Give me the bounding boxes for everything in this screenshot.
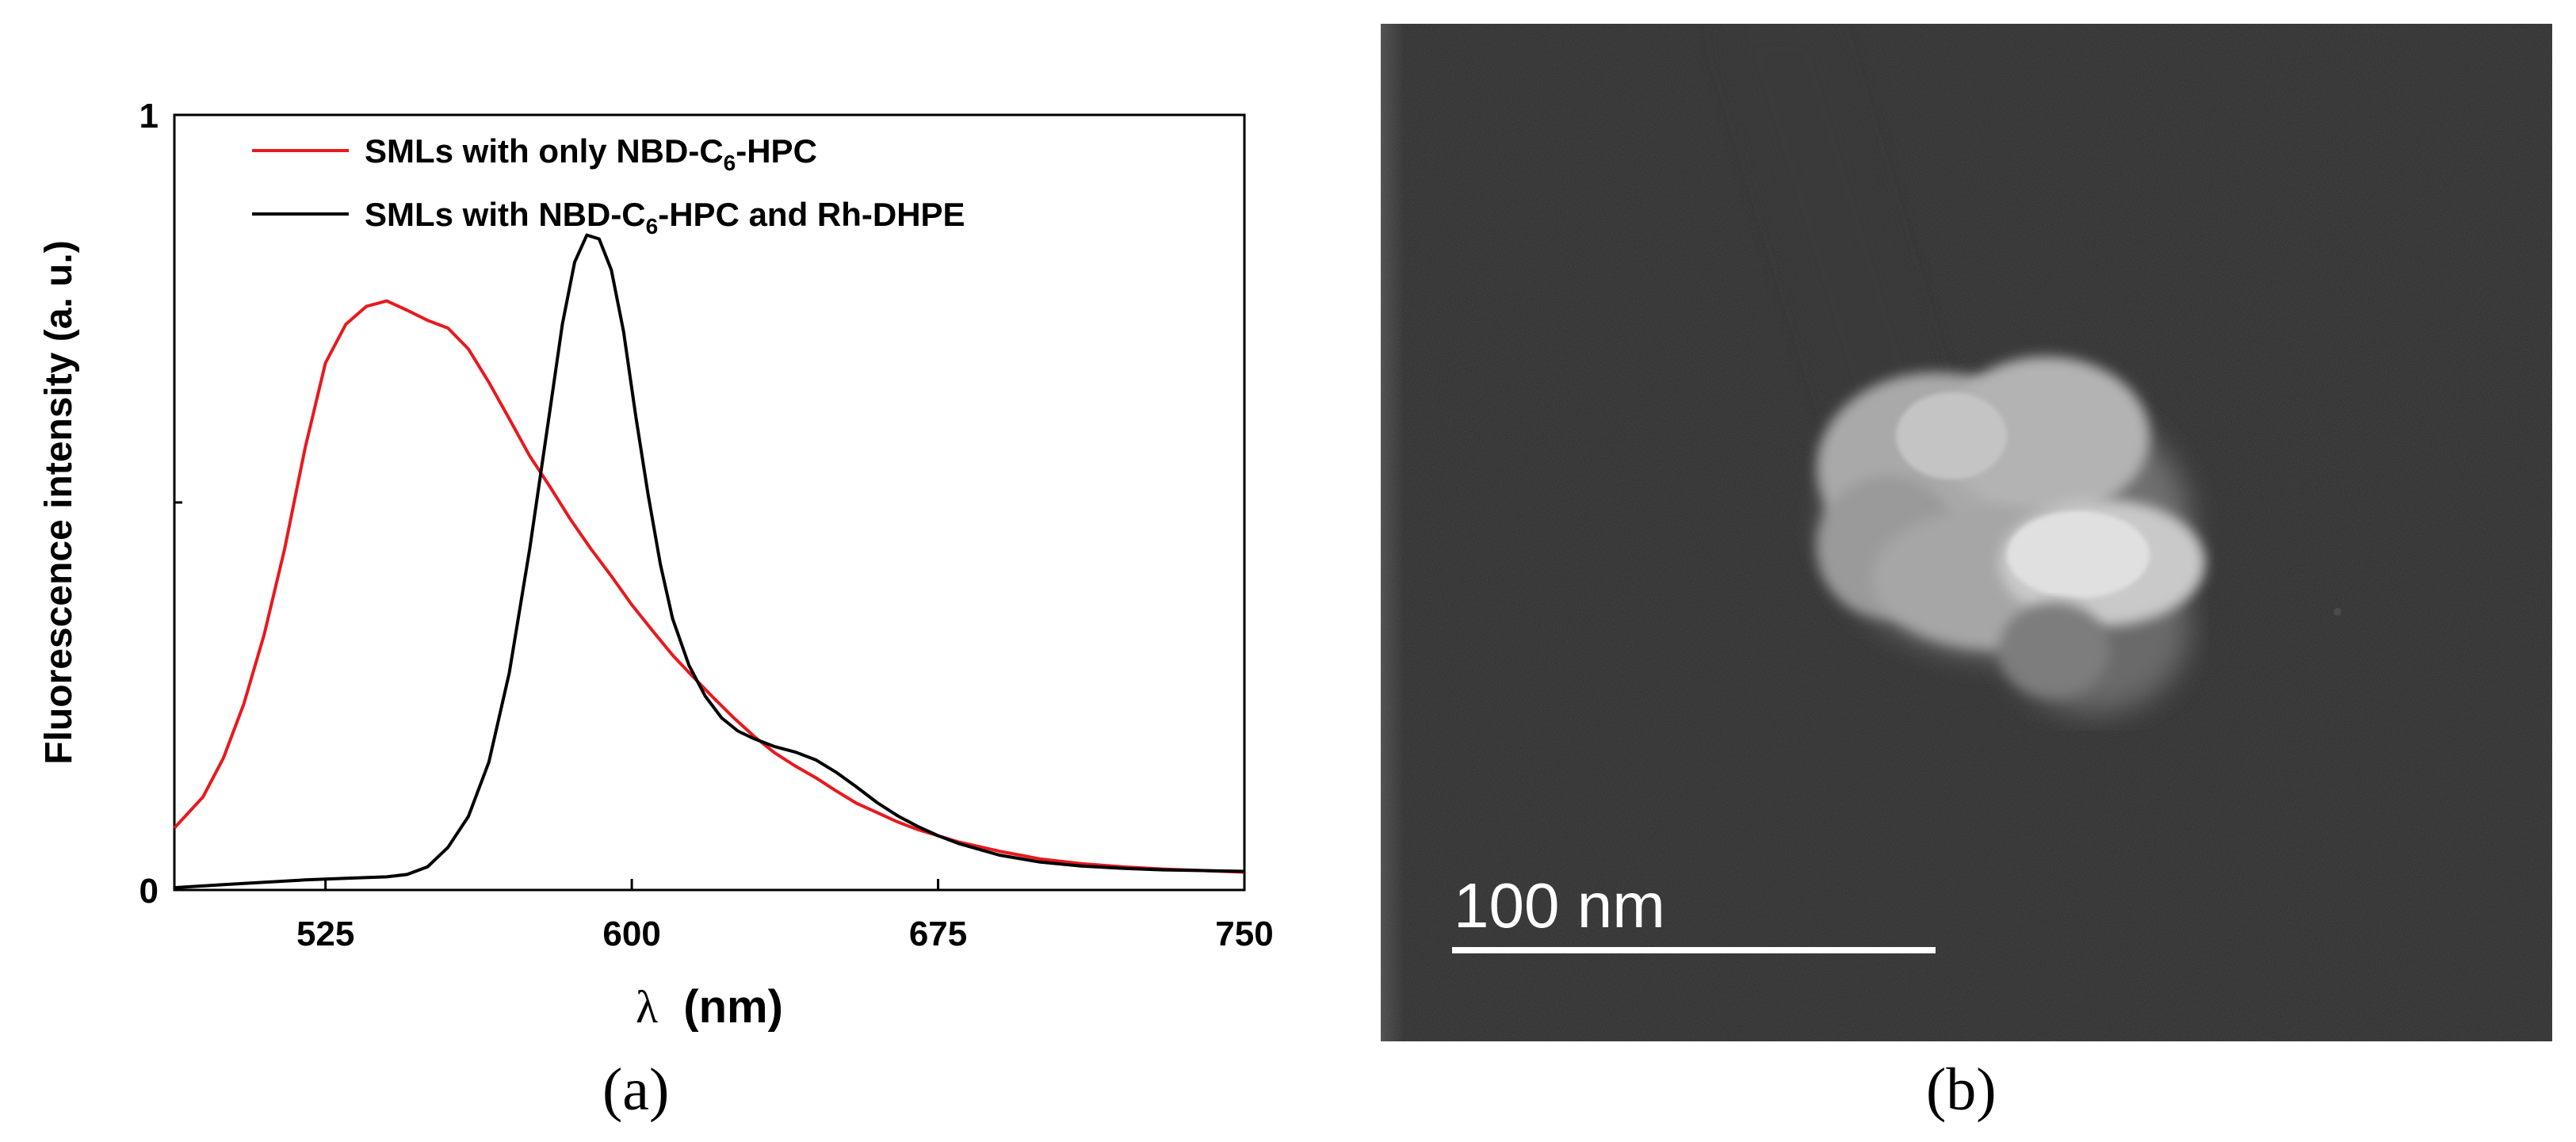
legend-label-2: SMLs with NBD-C6-HPC and Rh-DHPE <box>365 196 965 239</box>
legend: SMLs with only NBD-C6-HPC SMLs with NBD-C… <box>252 132 965 239</box>
y-tick-label: 0 <box>140 872 159 911</box>
fluorescence-chart: 525 600 675 750 0 1 SMLs with only NBD-C6-HPC… <box>38 97 1274 1033</box>
tem-micrograph: 100 nm <box>1381 24 2552 1041</box>
x-axis-label: λ (nm) <box>636 981 783 1033</box>
series-line-2 <box>174 233 1245 890</box>
legend-label-1: SMLs with only NBD-C6-HPC <box>365 132 817 175</box>
fluorescence-chart-panel: 525 600 675 750 0 1 SMLs with only NBD-C6-HPC… <box>38 97 1274 1123</box>
series-line-1 <box>173 299 1245 874</box>
panel-label-b: (b) <box>1926 1056 1997 1123</box>
scale-bar-label: 100 nm <box>1454 870 1665 941</box>
x-tick-label: 600 <box>602 915 660 953</box>
nanoparticle-aggregate <box>1817 357 2205 713</box>
x-tick-label: 525 <box>296 915 354 953</box>
y-tick-label: 1 <box>140 97 159 136</box>
x-axis-symbol: λ <box>636 981 658 1033</box>
x-tick-label: 750 <box>1215 915 1273 953</box>
tem-image: 100 nm <box>1381 24 2552 1041</box>
x-tick-label: 675 <box>909 915 967 953</box>
panel-label-a: (a) <box>602 1056 670 1123</box>
y-axis-label: Fluorescence intensity (a. u.) <box>38 240 80 765</box>
scale-bar <box>1452 947 1936 953</box>
x-axis-unit: (nm) <box>683 981 783 1033</box>
tem-streak <box>1722 24 1951 468</box>
